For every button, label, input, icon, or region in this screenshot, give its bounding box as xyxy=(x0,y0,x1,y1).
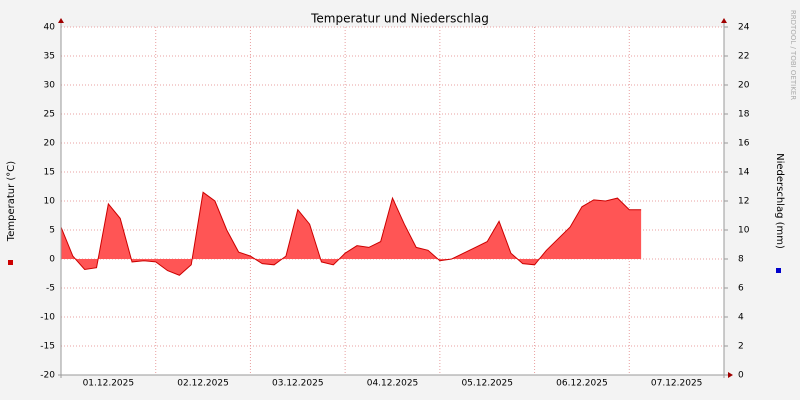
y2-tick-label: 0 xyxy=(738,371,744,381)
y-tick-label: -15 xyxy=(40,342,55,352)
y-tick-label: -5 xyxy=(46,284,55,294)
x-tick-label: 01.12.2025 xyxy=(83,379,135,389)
y2-tick-label: 24 xyxy=(738,23,750,33)
chart-title: Temperatur und Niederschlag xyxy=(310,12,489,26)
y-tick-label: 10 xyxy=(44,197,56,207)
y-tick-label: 0 xyxy=(49,255,55,265)
y-tick-label: 35 xyxy=(44,52,55,62)
x-tick-label: 03.12.2025 xyxy=(272,379,324,389)
y2-tick-label: 8 xyxy=(738,255,744,265)
y-axis-label: Temperatur (°C) xyxy=(6,161,17,242)
y-legend-marker xyxy=(8,260,13,265)
y2-tick-label: 16 xyxy=(738,139,750,149)
temperature-area xyxy=(61,192,642,276)
y2-legend-marker xyxy=(776,268,781,273)
y2-tick-label: 22 xyxy=(738,52,749,62)
y2-tick-label: 20 xyxy=(738,81,750,91)
y2-tick-label: 2 xyxy=(738,342,744,352)
x-tick-label: 06.12.2025 xyxy=(556,379,608,389)
x-tick-label: 02.12.2025 xyxy=(177,379,229,389)
y-tick-label: 15 xyxy=(44,168,55,178)
y-tick-label: 5 xyxy=(49,226,55,236)
y2-tick-label: 10 xyxy=(738,226,750,236)
y2-tick-label: 14 xyxy=(738,168,750,178)
y-tick-label: 30 xyxy=(44,81,56,91)
x-tick-label: 07.12.2025 xyxy=(651,379,703,389)
x-arrow xyxy=(728,372,733,378)
y-tick-label: -10 xyxy=(40,313,55,323)
y2-arrow xyxy=(721,18,727,23)
y-tick-label: 40 xyxy=(44,23,56,33)
y-arrow xyxy=(58,18,64,23)
x-tick-label: 04.12.2025 xyxy=(367,379,419,389)
y2-tick-label: 4 xyxy=(738,313,744,323)
x-tick-label: 05.12.2025 xyxy=(461,379,513,389)
y2-axis-label: Niederschlag (mm) xyxy=(774,153,785,249)
y2-tick-label: 6 xyxy=(738,284,744,294)
y2-tick-label: 18 xyxy=(738,110,750,120)
y-tick-label: -20 xyxy=(40,371,55,381)
y-tick-label: 25 xyxy=(44,110,55,120)
watermark: RRDTOOL / TOBI OETIKER xyxy=(789,10,797,100)
y2-tick-label: 12 xyxy=(738,197,749,207)
temperature-line xyxy=(60,191,642,276)
y-tick-label: 20 xyxy=(44,139,56,149)
